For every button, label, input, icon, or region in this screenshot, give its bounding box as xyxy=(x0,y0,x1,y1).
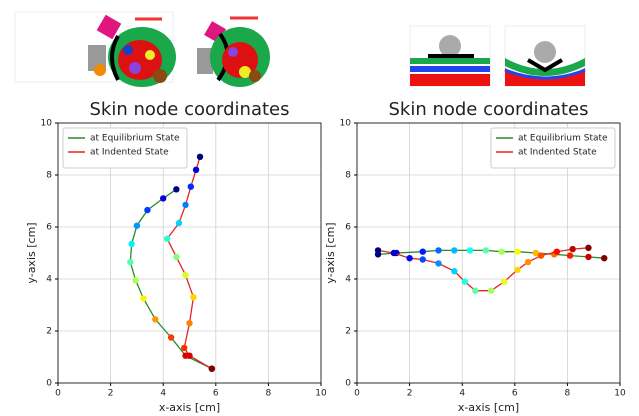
node-marker xyxy=(160,195,167,202)
node-marker xyxy=(553,248,561,255)
x-tick-label: 2 xyxy=(407,389,413,399)
node-marker xyxy=(132,277,139,284)
y-axis-label: y-axis [cm] xyxy=(25,222,38,283)
node-marker xyxy=(498,248,505,255)
series-line xyxy=(129,188,213,370)
node-marker xyxy=(208,365,216,372)
chart-title: Skin node coordinates xyxy=(388,99,588,120)
x-tick-label: 0 xyxy=(354,389,360,399)
node-marker xyxy=(406,255,413,262)
plot-frame xyxy=(57,122,322,384)
x-tick-label: 8 xyxy=(565,389,571,399)
illustrations xyxy=(14,11,586,87)
y-tick-label: 2 xyxy=(345,327,351,337)
node-marker xyxy=(192,166,200,173)
node-marker xyxy=(514,266,521,274)
y-tick-label: 4 xyxy=(345,275,351,285)
node-marker xyxy=(585,244,592,251)
y-tick-label: 10 xyxy=(340,119,352,129)
node-marker xyxy=(514,248,521,255)
node-marker xyxy=(435,247,442,254)
x-tick-label: 0 xyxy=(55,389,61,399)
node-marker xyxy=(487,287,495,294)
node-marker xyxy=(181,344,188,352)
node-marker xyxy=(128,240,135,248)
node-marker xyxy=(585,253,592,261)
y-tick-label: 0 xyxy=(345,379,351,389)
node-marker xyxy=(133,222,141,229)
x-tick-label: 6 xyxy=(512,389,518,399)
x-tick-label: 6 xyxy=(213,389,219,399)
y-tick-label: 0 xyxy=(46,379,52,389)
node-marker xyxy=(374,247,382,254)
legend-label: at Indented State xyxy=(518,148,597,158)
node-marker xyxy=(173,253,180,261)
node-marker xyxy=(187,183,195,190)
node-marker xyxy=(152,316,159,323)
node-marker xyxy=(419,248,426,255)
node-marker xyxy=(472,287,479,294)
node-marker xyxy=(173,186,180,193)
node-marker xyxy=(175,219,183,227)
y-tick-label: 8 xyxy=(345,171,351,181)
legend-box xyxy=(490,127,616,169)
node-marker xyxy=(419,256,426,263)
x-tick-label: 10 xyxy=(315,389,327,399)
node-marker xyxy=(451,247,458,254)
node-marker xyxy=(163,235,171,242)
x-axis-label: x-axis [cm] xyxy=(159,401,220,414)
y-tick-label: 10 xyxy=(41,119,53,129)
y-tick-label: 4 xyxy=(46,275,52,285)
node-marker xyxy=(532,249,540,257)
node-marker xyxy=(501,278,508,285)
y-tick-label: 8 xyxy=(46,171,52,181)
y-tick-label: 2 xyxy=(46,327,52,337)
node-marker xyxy=(390,249,398,257)
node-marker xyxy=(537,252,545,259)
x-tick-label: 10 xyxy=(614,389,626,399)
node-marker xyxy=(524,258,532,266)
node-marker xyxy=(566,252,574,259)
node-marker xyxy=(451,268,458,275)
x-tick-label: 4 xyxy=(160,389,166,399)
x-axis-label: x-axis [cm] xyxy=(458,401,519,414)
node-marker xyxy=(186,320,193,327)
chart-title: Skin node coordinates xyxy=(89,99,289,120)
legend-label: at Equilibrium State xyxy=(518,134,608,144)
series-line xyxy=(377,247,589,292)
legend-box xyxy=(62,127,188,169)
node-marker xyxy=(167,334,175,341)
plot-frame xyxy=(356,122,621,384)
node-marker xyxy=(466,247,474,254)
node-marker xyxy=(461,278,469,285)
node-marker xyxy=(182,271,189,279)
node-marker xyxy=(190,294,197,301)
node-marker xyxy=(601,255,608,262)
x-tick-label: 4 xyxy=(459,389,465,399)
x-tick-label: 2 xyxy=(108,389,114,399)
legend-label: at Equilibrium State xyxy=(90,134,180,144)
node-marker xyxy=(196,153,204,160)
node-marker xyxy=(186,352,193,359)
y-tick-label: 6 xyxy=(46,223,52,233)
node-marker xyxy=(144,206,151,214)
y-tick-label: 6 xyxy=(345,223,351,233)
legend-label: at Indented State xyxy=(90,148,169,158)
node-marker xyxy=(182,201,189,209)
y-axis-label: y-axis [cm] xyxy=(324,222,337,283)
node-marker xyxy=(482,247,490,254)
node-marker xyxy=(435,260,442,267)
node-marker xyxy=(140,295,147,302)
x-tick-label: 8 xyxy=(266,389,272,399)
node-marker xyxy=(569,245,576,253)
node-marker xyxy=(127,258,134,266)
